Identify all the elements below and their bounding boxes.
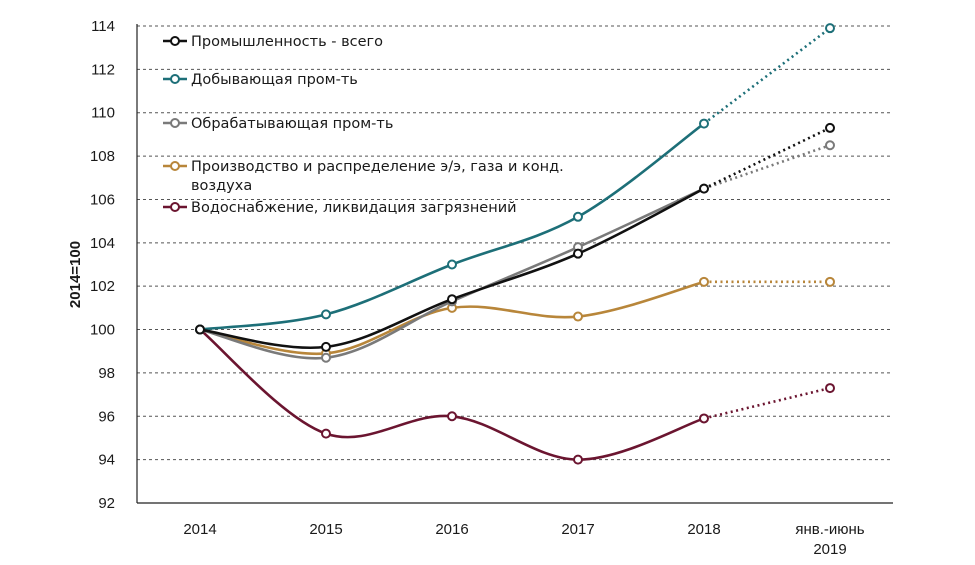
legend-label: Производство и распределение э/э, газа и… xyxy=(191,159,564,175)
legend-label: Обрабатывающая пром-ть xyxy=(191,116,393,132)
y-tick-label: 112 xyxy=(91,61,115,78)
legend-marker xyxy=(170,161,180,171)
data-point xyxy=(321,341,331,352)
legend-marker xyxy=(170,118,180,128)
y-tick-label: 104 xyxy=(90,235,115,252)
data-point xyxy=(447,294,457,305)
data-point xyxy=(573,454,583,465)
legend-marker xyxy=(170,74,180,84)
series-line-forecast xyxy=(703,386,831,420)
x-tick-label: 2019 xyxy=(813,541,846,558)
x-tick-label: янв.-июнь xyxy=(795,521,864,538)
data-point xyxy=(825,276,835,287)
y-tick-label: 96 xyxy=(98,408,115,425)
legend-label: Промышленность - всего xyxy=(191,34,383,50)
x-tick-label: 2014 xyxy=(183,521,216,538)
x-tick-label: 2018 xyxy=(687,521,720,538)
data-point xyxy=(699,183,709,194)
data-point xyxy=(825,383,835,394)
y-tick-label: 110 xyxy=(91,105,115,122)
y-tick-label: 98 xyxy=(98,365,115,382)
data-point xyxy=(573,211,583,222)
legend-marker xyxy=(170,36,180,46)
y-tick-label: 94 xyxy=(98,452,115,469)
data-point xyxy=(573,248,583,259)
legend-marker xyxy=(170,202,180,212)
data-point xyxy=(321,309,331,320)
legend-label: Добывающая пром-ть xyxy=(191,72,358,88)
data-point xyxy=(825,23,835,34)
data-point xyxy=(825,122,835,133)
x-tick-label: 2016 xyxy=(435,521,468,538)
data-point xyxy=(699,276,709,287)
series-line xyxy=(199,280,705,356)
data-point xyxy=(825,140,835,151)
data-point xyxy=(321,352,331,363)
y-tick-label: 102 xyxy=(90,278,115,295)
data-point xyxy=(699,413,709,424)
data-point xyxy=(447,259,457,270)
y-tick-label: 106 xyxy=(90,191,115,208)
series-line-forecast xyxy=(703,126,831,190)
data-point xyxy=(447,411,457,422)
legend-label: воздуха xyxy=(191,178,252,194)
data-point xyxy=(699,118,709,129)
data-point xyxy=(321,428,331,439)
y-tick-label: 114 xyxy=(91,18,115,35)
y-tick-label: 92 xyxy=(98,495,115,512)
series-line-forecast xyxy=(703,144,831,190)
x-tick-label: 2015 xyxy=(309,521,342,538)
data-point xyxy=(195,324,205,335)
y-tick-label: 100 xyxy=(90,322,115,339)
x-tick-label: 2017 xyxy=(561,521,594,538)
data-point xyxy=(573,311,583,322)
series-line-forecast xyxy=(703,27,831,125)
y-axis-label: 2014=100 xyxy=(67,241,84,308)
legend-label: Водоснабжение, ликвидация загрязнений xyxy=(191,200,517,216)
y-tick-label: 108 xyxy=(90,148,115,165)
